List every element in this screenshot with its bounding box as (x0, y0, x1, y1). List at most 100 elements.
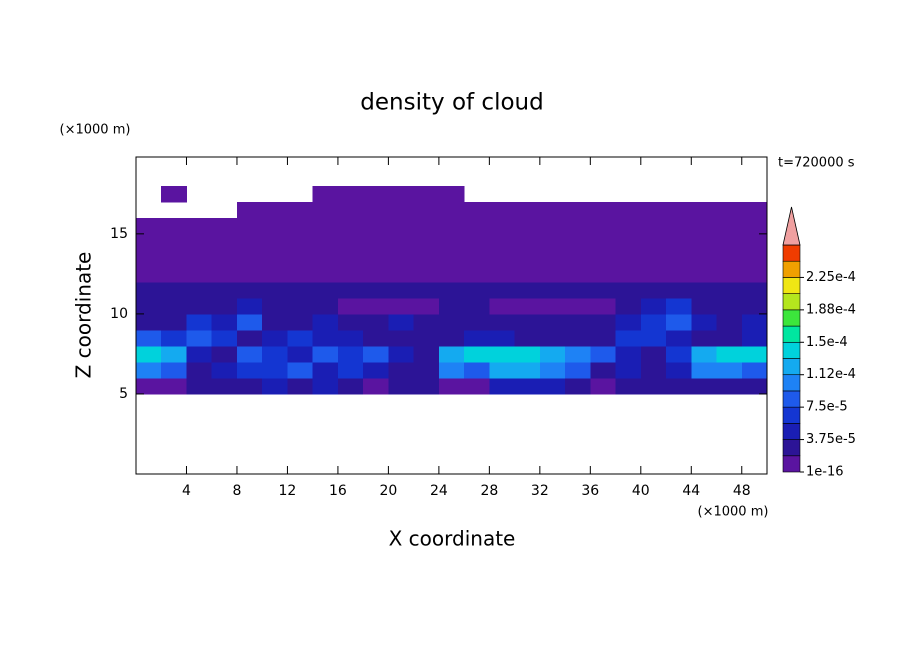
cell (337, 361, 364, 379)
cell (161, 185, 187, 203)
cell (716, 361, 743, 379)
cell (413, 265, 440, 283)
cell (413, 297, 440, 315)
cell (590, 297, 617, 315)
cell (186, 249, 213, 267)
cell (438, 329, 465, 347)
cell (438, 233, 465, 251)
cell (363, 377, 389, 395)
cell (186, 233, 213, 251)
cell (413, 233, 440, 251)
cell (337, 313, 364, 331)
cell (236, 313, 263, 331)
cell (741, 233, 768, 251)
cell (590, 249, 617, 267)
cell (312, 377, 339, 395)
cell (161, 281, 187, 299)
x-tick-label: 44 (682, 483, 700, 499)
cell (236, 361, 263, 379)
cell (363, 249, 389, 267)
cell (741, 329, 768, 347)
cell (262, 201, 288, 219)
cell (211, 249, 238, 267)
cell (489, 249, 516, 267)
cell (691, 249, 718, 267)
cell (438, 265, 465, 283)
cell (590, 281, 617, 299)
cell (287, 345, 314, 363)
cell (136, 377, 162, 395)
cell (514, 233, 541, 251)
cell (388, 265, 415, 283)
cell (666, 345, 692, 363)
cell (615, 249, 642, 267)
cell (514, 265, 541, 283)
cell (489, 233, 516, 251)
cell (741, 217, 768, 235)
cell (489, 265, 516, 283)
cell (691, 345, 718, 363)
cell (615, 313, 642, 331)
cell (186, 345, 213, 363)
cell (615, 233, 642, 251)
cell (337, 217, 364, 235)
cell (438, 313, 465, 331)
cell (186, 297, 213, 315)
cell (262, 217, 288, 235)
cell (136, 313, 162, 331)
cell (741, 313, 768, 331)
cell (741, 249, 768, 267)
cell (287, 249, 314, 267)
cell (565, 201, 591, 219)
cell (464, 265, 490, 283)
cell (186, 265, 213, 283)
cell (363, 185, 389, 203)
cell (489, 281, 516, 299)
cell (312, 361, 339, 379)
cell (716, 297, 743, 315)
y-axis-label: Z coordinate (72, 252, 96, 379)
cell (211, 345, 238, 363)
cell (363, 361, 389, 379)
cell (464, 361, 490, 379)
cell (262, 281, 288, 299)
cell (438, 377, 465, 395)
cell (640, 233, 667, 251)
cell (262, 249, 288, 267)
cell (666, 361, 692, 379)
cell (691, 233, 718, 251)
colorbar-label: 3.75e-5 (806, 432, 856, 447)
cell (287, 233, 314, 251)
cell (691, 281, 718, 299)
cell (262, 345, 288, 363)
cell (565, 217, 591, 235)
colorbar-extend (782, 206, 801, 246)
cell (464, 281, 490, 299)
cell (211, 297, 238, 315)
x-tick-label: 36 (581, 483, 599, 499)
cell (363, 233, 389, 251)
x-tick-label: 40 (632, 483, 650, 499)
cell (337, 265, 364, 283)
cell (388, 281, 415, 299)
cell (337, 377, 364, 395)
colorbar-label: 1.12e-4 (806, 367, 856, 382)
cell (262, 233, 288, 251)
cell (413, 217, 440, 235)
cell (716, 201, 743, 219)
x-tick-label: 4 (182, 483, 191, 499)
cell (565, 265, 591, 283)
cell (211, 281, 238, 299)
cell (363, 345, 389, 363)
cell (590, 345, 617, 363)
cell (388, 249, 415, 267)
cell (211, 329, 238, 347)
cell (666, 329, 692, 347)
cell (337, 281, 364, 299)
cell (337, 329, 364, 347)
cell (312, 313, 339, 331)
cell (514, 329, 541, 347)
cell (489, 297, 516, 315)
cell (666, 313, 692, 331)
